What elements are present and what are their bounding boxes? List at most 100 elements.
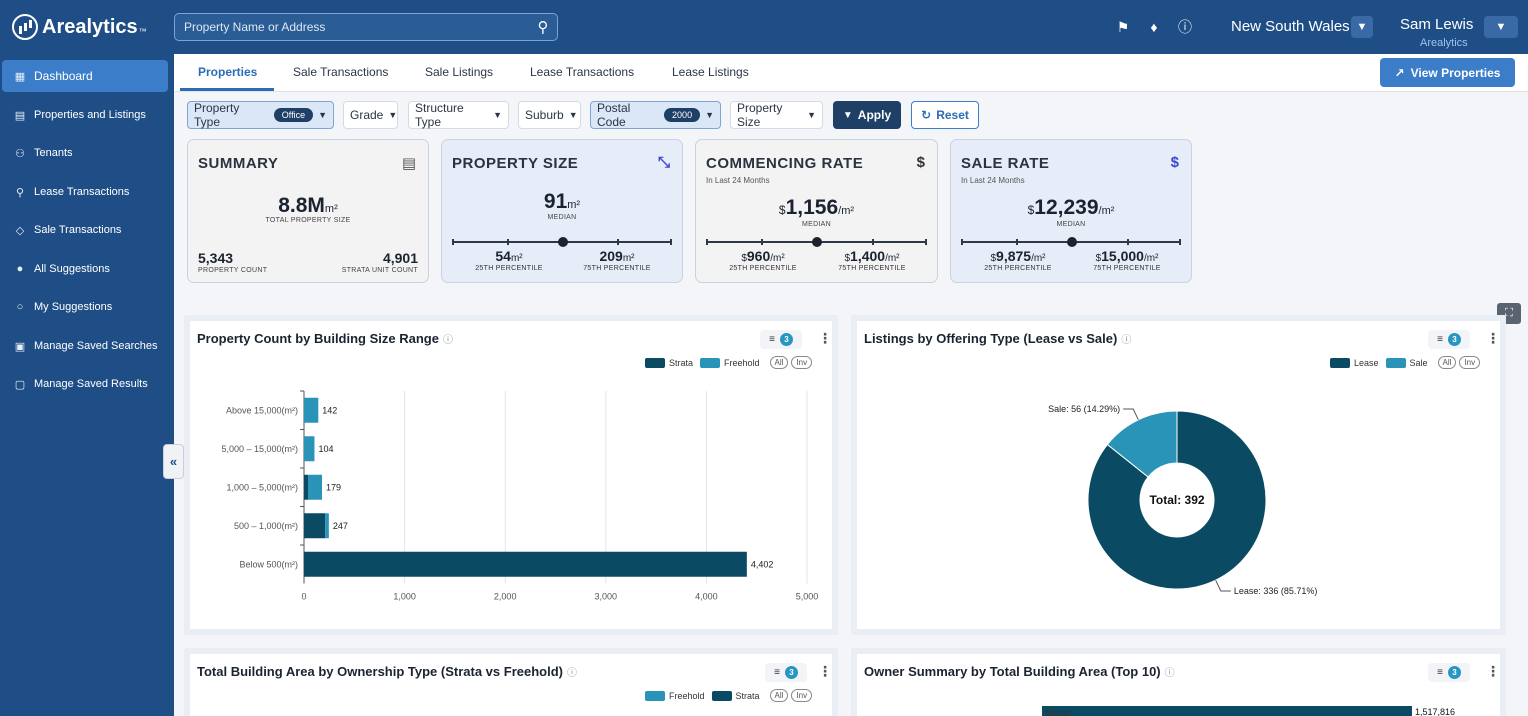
view-properties-button[interactable]: ↗ View Properties [1380, 58, 1515, 87]
grade-filter[interactable]: Grade ▼ [343, 101, 398, 129]
panel-filter-button[interactable]: ≡ 3 [760, 330, 802, 349]
region-dropdown-chevron-icon[interactable]: ▼ [1351, 16, 1373, 38]
percentile-track [961, 237, 1181, 247]
users-icon: ⚇ [15, 147, 25, 160]
filter-lines-icon: ≡ [1437, 667, 1443, 678]
suburb-filter[interactable]: Suburb ▼ [518, 101, 581, 129]
tab-properties[interactable]: Properties [198, 65, 258, 79]
bar-freehold [325, 513, 329, 539]
y-category-label: Below 500(m²) [239, 559, 298, 569]
chevron-down-icon: ▼ [388, 110, 398, 120]
tab-lease-listings[interactable]: Lease Listings [672, 65, 749, 79]
y-category-label: 5,000 – 15,000(m²) [221, 444, 298, 454]
percentile-track [706, 237, 927, 247]
info-icon[interactable]: ⓘ [442, 335, 453, 346]
property-search: ⚲ [174, 13, 558, 41]
dollar-icon: $ [1170, 154, 1179, 171]
user-menu-chevron-icon[interactable]: ▼ [1484, 16, 1518, 38]
p25-stat: 54m² 25TH PERCENTILE [475, 248, 543, 272]
support-icon[interactable]: ⚑ [1116, 18, 1130, 35]
sale-rate-card: SALE RATE In Last 24 Months $ $12,239/m²… [950, 139, 1192, 283]
sidebar-item-my-suggestions[interactable]: ○ My Suggestions [2, 291, 168, 323]
legend-item-lease[interactable]: Lease [1330, 357, 1379, 368]
property-type-filter[interactable]: Property Type Office ▼ [187, 101, 334, 129]
kebab-menu-icon[interactable]: ⋮ [818, 663, 832, 679]
info-icon[interactable]: ⓘ [1121, 335, 1132, 346]
sidebar-item-lease-transactions[interactable]: ⚲ Lease Transactions [2, 176, 168, 208]
panel-filter-button[interactable]: ≡ 3 [1428, 330, 1470, 349]
property-count-stat: 5,343 PROPERTY COUNT [198, 250, 268, 274]
property-size-card: PROPERTY SIZE ⤡ 91m² MEDIAN 54m² 25TH PE… [441, 139, 683, 283]
sidebar-item-properties-and-listings[interactable]: ▤ Properties and Listings [2, 99, 168, 131]
help-icon[interactable]: ⓘ [1178, 19, 1192, 35]
filter-lines-icon: ≡ [769, 334, 775, 345]
panel-filter-button[interactable]: ≡ 3 [765, 663, 807, 682]
sidebar-item-label: My Suggestions [34, 301, 113, 313]
sidebar-item-dashboard[interactable]: ▦ Dashboard [2, 60, 168, 92]
slice-leader-line [1123, 408, 1139, 421]
info-icon[interactable]: ⓘ [1164, 668, 1175, 679]
expand-arrows-icon[interactable]: ⤡ [657, 154, 670, 171]
owner-summary-panel: Owner Summary by Total Building Area (To… [851, 648, 1506, 716]
sidebar: ▦ Dashboard ▤ Properties and Listings ⚇ … [0, 54, 174, 716]
document-icon[interactable]: ▤ [401, 155, 416, 172]
sidebar-item-all-suggestions[interactable]: ● All Suggestions [2, 253, 168, 285]
region-selector[interactable]: New South Wales [1231, 18, 1350, 35]
legend-all-chip[interactable]: All [769, 689, 789, 702]
dashboard-icon: ▦ [14, 70, 26, 83]
sidebar-item-sale-transactions[interactable]: ◇ Sale Transactions [2, 214, 168, 246]
dollar-icon: $ [916, 154, 925, 171]
sidebar-item-label: Dashboard [34, 69, 93, 83]
bar-data-label: 104 [318, 444, 333, 454]
sidebar-item-label: Properties and Listings [34, 109, 146, 121]
tab-sale-listings[interactable]: Sale Listings [425, 65, 494, 79]
property-size-filter[interactable]: Property Size ▼ [730, 101, 823, 129]
tab-sale-transactions[interactable]: Sale Transactions [293, 65, 389, 79]
kebab-menu-icon[interactable]: ⋮ [1486, 330, 1500, 346]
panel-filter-button[interactable]: ≡ 3 [1428, 663, 1470, 682]
app-logo[interactable]: Arealytics ™ [12, 14, 147, 40]
strata-unit-count-stat: 4,901 STRATA UNIT COUNT [341, 250, 418, 274]
listings-donut-chart: Lease: 336 (85.71%) Sale: 56 (14.29%) Tota… [1048, 404, 1317, 596]
postal-code-filter[interactable]: Postal Code 2000 ▼ [590, 101, 721, 129]
kebab-menu-icon[interactable]: ⋮ [1486, 663, 1500, 679]
search-icon[interactable]: ⚲ [537, 19, 549, 36]
tab-lease-transactions[interactable]: Lease Transactions [530, 65, 635, 79]
info-icon[interactable]: ⓘ [566, 668, 577, 679]
structure-type-filter[interactable]: Structure Type ▼ [408, 101, 509, 129]
bar-data-label: 247 [333, 521, 348, 531]
legend-all-chip[interactable]: All [1437, 356, 1457, 369]
card-title: PROPERTY SIZE [452, 155, 579, 172]
kebab-menu-icon[interactable]: ⋮ [818, 330, 832, 346]
legend-all-chip[interactable]: All [769, 356, 789, 369]
reset-button[interactable]: ↻ Reset [911, 101, 979, 129]
save-icon: ▣ [14, 340, 26, 353]
owner-bar-dexus [1042, 706, 1412, 716]
card-title: SUMMARY [198, 155, 279, 172]
user-name[interactable]: Sam Lewis [1400, 16, 1474, 33]
collapse-sidebar-chevrons-icon[interactable]: « [163, 444, 184, 479]
legend-invert-chip[interactable]: Inv [791, 356, 813, 369]
sidebar-item-tenants[interactable]: ⚇ Tenants [2, 137, 168, 169]
legend-item-freehold[interactable]: Freehold [645, 690, 705, 701]
chevron-down-icon: ▼ [493, 110, 502, 120]
apply-button[interactable]: ▼ Apply [833, 101, 901, 129]
chart-legend: Lease Sale All Inv [1330, 356, 1481, 369]
sidebar-item-manage-saved-searches[interactable]: ▣ Manage Saved Searches [2, 330, 168, 362]
legend-item-strata[interactable]: Strata [711, 690, 760, 701]
panel-title: Owner Summary by Total Building Area (To… [864, 664, 1161, 679]
legend-item-strata[interactable]: Strata [645, 357, 693, 368]
p75-stat: $1,400/m² 75TH PERCENTILE [838, 248, 906, 272]
x-tick-label: 4,000 [695, 592, 718, 602]
bell-icon[interactable]: ♦ [1150, 19, 1158, 35]
percentile-track [452, 237, 672, 247]
legend-item-sale[interactable]: Sale [1385, 357, 1428, 368]
median-marker [812, 237, 822, 247]
legend-item-freehold[interactable]: Freehold [700, 357, 760, 368]
legend-invert-chip[interactable]: Inv [791, 689, 813, 702]
search-input[interactable] [175, 20, 529, 34]
p25-stat: $9,875/m² 25TH PERCENTILE [984, 248, 1052, 272]
legend-invert-chip[interactable]: Inv [1459, 356, 1481, 369]
sidebar-item-manage-saved-results[interactable]: ▢ Manage Saved Results [2, 368, 168, 400]
